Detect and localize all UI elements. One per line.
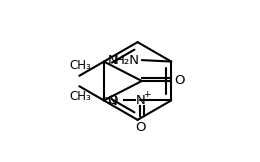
Text: +: + xyxy=(143,90,150,99)
Text: N: N xyxy=(107,95,117,108)
Text: H₂N: H₂N xyxy=(115,54,140,67)
Text: CH₃: CH₃ xyxy=(69,59,91,72)
Text: N: N xyxy=(135,94,145,107)
Text: CH₃: CH₃ xyxy=(69,90,91,103)
Text: N: N xyxy=(107,54,117,67)
Text: O: O xyxy=(174,75,185,87)
Text: O: O xyxy=(135,121,146,134)
Text: ⁻O: ⁻O xyxy=(101,94,119,107)
